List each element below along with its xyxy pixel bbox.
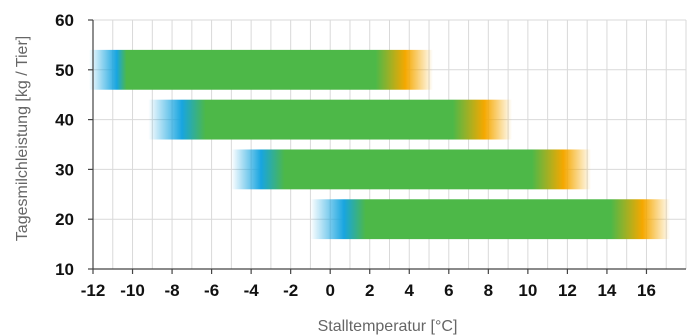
x-tick-label: -8	[165, 281, 180, 300]
x-tick-label: -4	[244, 281, 260, 300]
x-tick-label: 0	[325, 281, 334, 300]
y-tick-label: 10	[55, 260, 74, 279]
x-axis-title: Stalltemperatur [°C]	[318, 318, 458, 335]
x-tick-label: -2	[283, 281, 298, 300]
x-tick-label: 14	[597, 281, 616, 300]
x-tick-label: -12	[81, 281, 106, 300]
x-tick-label: 16	[637, 281, 656, 300]
x-tick-label: 10	[518, 281, 537, 300]
y-tick-label: 60	[55, 11, 74, 30]
y-tick-label: 40	[55, 111, 74, 130]
tick-labels: 10 20 30 40 50 60 -12 -10 -8 -6 -4 -2 0 2 4 6 8 10 12 14 16	[55, 11, 656, 300]
y-tick-label: 20	[55, 210, 74, 229]
x-tick-label: 6	[444, 281, 453, 300]
axes	[88, 19, 686, 274]
bar-40	[148, 99, 513, 140]
y-tick-label: 50	[55, 61, 74, 80]
x-tick-label: 8	[484, 281, 493, 300]
x-tick-label: -6	[204, 281, 219, 300]
x-tick-label: -10	[120, 281, 145, 300]
x-tick-label: 2	[365, 281, 374, 300]
bar-50	[89, 49, 433, 90]
y-axis-title: Tagesmilchleistung [kg / Tier]	[14, 36, 31, 241]
x-tick-label: 12	[558, 281, 577, 300]
bars	[89, 49, 671, 240]
x-tick-label: 4	[405, 281, 415, 300]
bar-20	[310, 199, 671, 240]
bar-30	[231, 149, 592, 190]
y-tick-label: 30	[55, 160, 74, 179]
